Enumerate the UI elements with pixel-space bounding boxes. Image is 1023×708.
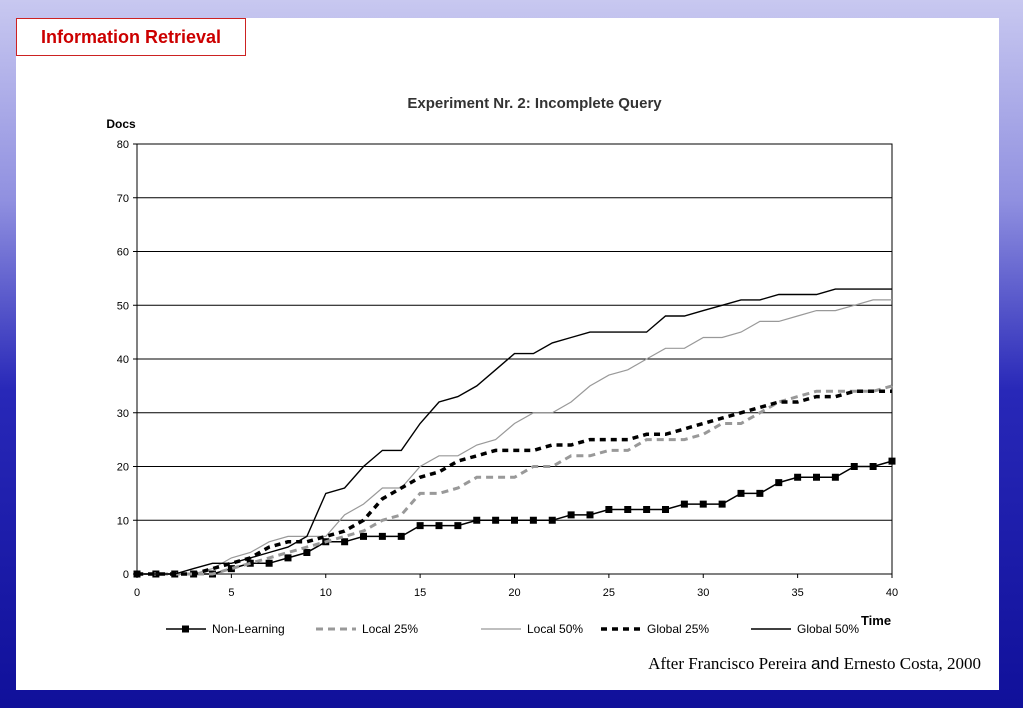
data-point-non-learning: [662, 506, 669, 513]
chart: Experiment Nr. 2: Incomplete Query Docs Ti…: [106, 95, 898, 636]
data-point-non-learning: [794, 473, 802, 481]
slide-header-title: Information Retrieval: [16, 18, 246, 56]
data-point-non-learning: [511, 516, 518, 524]
y-tick-label: 50: [117, 300, 129, 312]
series-line-local-25-: [137, 384, 893, 576]
data-point-non-learning: [227, 565, 235, 573]
data-point-non-learning: [680, 500, 688, 508]
data-point-non-learning: [548, 516, 556, 524]
x-tick-label: 30: [697, 587, 709, 599]
x-axis-label: Time: [861, 613, 891, 628]
legend-label: Global 25%: [647, 622, 709, 636]
data-point-non-learning: [360, 532, 367, 540]
x-tick-label: 25: [603, 587, 615, 599]
series-line-global-50-: [137, 288, 892, 575]
data-point-non-learning: [454, 522, 462, 530]
legend-label: Global 50%: [797, 622, 859, 636]
data-point-non-learning: [265, 559, 273, 567]
y-tick-label: 80: [117, 139, 129, 151]
y-tick-label: 40: [117, 354, 129, 366]
legend-marker: [182, 625, 189, 633]
credit-text-year: Ernesto Costa, 2000: [839, 654, 981, 673]
data-point-non-learning: [378, 532, 386, 540]
data-point-non-learning: [492, 516, 500, 524]
data-point-non-learning: [850, 463, 858, 470]
data-point-non-learning: [718, 500, 726, 508]
y-tick-label: 60: [117, 247, 129, 259]
y-axis-label: Docs: [106, 117, 136, 131]
data-point-non-learning: [473, 516, 481, 524]
data-point-non-learning: [284, 554, 292, 562]
x-tick-label: 0: [134, 587, 140, 599]
data-point-non-learning: [831, 473, 839, 481]
x-tick-label: 15: [414, 587, 426, 599]
credit-text-and: and: [810, 654, 840, 673]
data-point-non-learning: [699, 500, 707, 508]
data-point-non-learning: [529, 516, 537, 524]
data-point-non-learning: [756, 489, 764, 497]
x-tick-label: 40: [886, 587, 898, 599]
x-tick-label: 10: [320, 587, 332, 599]
y-tick-label: 30: [117, 408, 129, 420]
legend-label: Local 25%: [362, 622, 418, 636]
y-tick-label: 20: [117, 462, 129, 474]
data-point-non-learning: [586, 511, 594, 519]
data-point-non-learning: [303, 549, 311, 556]
data-point-non-learning: [567, 511, 575, 519]
slide-panel: Information Retrieval Experiment Nr. 2: …: [16, 18, 999, 690]
legend-label: Local 50%: [527, 622, 583, 636]
series-line-global-25-: [137, 389, 892, 576]
y-tick-label: 0: [123, 569, 129, 581]
data-point-non-learning: [624, 506, 632, 513]
x-tick-label: 35: [792, 587, 804, 599]
data-point-non-learning: [435, 522, 443, 530]
data-point-non-learning: [397, 532, 405, 540]
x-tick-label: 5: [228, 587, 234, 599]
y-tick-label: 10: [117, 515, 129, 527]
data-point-non-learning: [737, 489, 745, 497]
y-tick-label: 70: [117, 193, 129, 205]
x-tick-label: 20: [508, 587, 520, 599]
data-point-non-learning: [643, 506, 651, 513]
chart-title: Experiment Nr. 2: Incomplete Query: [407, 95, 662, 112]
data-point-non-learning: [775, 479, 783, 487]
data-point-non-learning: [341, 538, 349, 546]
data-point-non-learning: [869, 463, 877, 470]
data-point-non-learning: [888, 457, 896, 465]
credit-line: After Francisco Pereira and Ernesto Cost…: [648, 654, 981, 674]
data-point-non-learning: [813, 473, 820, 481]
credit-text-authors: After Francisco Pereira: [648, 654, 811, 673]
series-line-local-50-: [137, 299, 892, 575]
data-point-non-learning: [605, 506, 613, 513]
legend-label: Non-Learning: [212, 622, 285, 636]
data-point-non-learning: [416, 522, 424, 530]
